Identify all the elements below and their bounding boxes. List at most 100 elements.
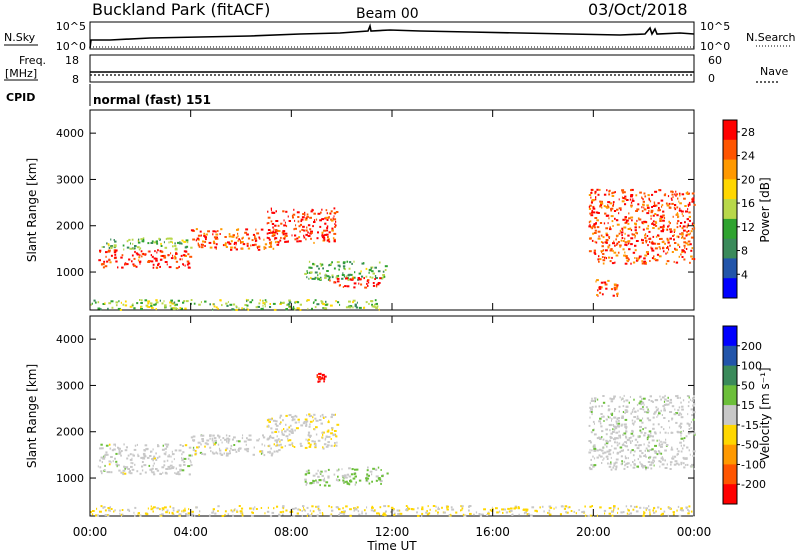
velocity-echo-cell	[505, 511, 508, 514]
power-echo-cell	[651, 206, 653, 208]
power-echo-cell	[186, 300, 189, 303]
velocity-echo-cell	[279, 440, 281, 443]
power-echo-cell	[595, 211, 599, 214]
velocity-echo-cell	[589, 448, 591, 451]
velocity-echo-cell	[331, 428, 334, 431]
velocity-echo-cell	[189, 459, 192, 462]
power-echo-cell	[353, 286, 356, 289]
power-echo-cell	[678, 192, 681, 195]
power-echo-cell	[344, 285, 347, 288]
velocity-echo-cell	[323, 375, 327, 378]
power-echo-cell	[347, 305, 350, 308]
power-echo-cell	[688, 192, 690, 195]
power-echo-cell	[280, 301, 282, 304]
power-echo-cell	[655, 221, 658, 224]
velocity-echo-cell	[690, 510, 693, 513]
velocity-echo-cell	[665, 438, 667, 441]
power-echo-cell	[105, 251, 108, 254]
power-echo-cell	[101, 263, 103, 266]
velocity-echo-cell	[530, 514, 533, 517]
velocity-echo-cell	[332, 433, 335, 436]
velocity-echo-cell	[599, 448, 602, 451]
velocity-echo-cell	[611, 414, 613, 416]
velocity-echo-cell	[342, 479, 345, 482]
velocity-echo-cell	[643, 455, 647, 457]
power-echo-cell	[364, 286, 368, 289]
velocity-echo-cell	[672, 455, 674, 458]
velocity-echo-cell	[661, 512, 664, 515]
velocity-echo-cell	[631, 419, 634, 422]
velocity-echo-cell	[358, 513, 361, 516]
velocity-echo-cell	[105, 451, 108, 454]
velocity-echo-cell	[108, 443, 111, 446]
velocity-echo-cell	[247, 438, 251, 441]
power-echo-cell	[135, 252, 139, 255]
velocity-echo-cell	[611, 510, 614, 513]
power-echo-cell	[101, 263, 105, 265]
velocity-echo-cell	[610, 398, 614, 401]
velocity-echo-cell	[609, 429, 611, 432]
velocity-echo-cell	[203, 453, 207, 456]
velocity-echo-cell	[201, 438, 204, 440]
power-echo-cell	[378, 308, 380, 311]
power-echo-cell	[230, 248, 233, 251]
velocity-echo-cell	[271, 431, 274, 434]
power-echo-cell	[324, 233, 327, 236]
time-axis-label: Time UT	[366, 539, 417, 553]
power-echo-cell	[652, 214, 655, 217]
power-echo-cell	[331, 261, 333, 264]
velocity-echo-cell	[608, 416, 610, 419]
power-echo-cell	[311, 208, 313, 211]
power-echo-cell	[134, 245, 137, 247]
velocity-echo-cell	[116, 465, 118, 468]
power-echo-cell	[627, 222, 630, 225]
nave-tick-top: 60	[708, 54, 722, 67]
power-echo-cell	[106, 260, 109, 263]
power-echo-cell	[164, 306, 166, 309]
power-echo-cell	[343, 267, 345, 270]
power-echo-cell	[154, 250, 156, 253]
power-echo-cell	[588, 194, 592, 196]
power-echo-cell	[249, 301, 252, 304]
velocity-echo-cell	[674, 460, 678, 463]
power-echo-cell	[333, 281, 335, 284]
velocity-echo-cell	[620, 511, 623, 514]
velocity-echo-cell	[639, 400, 643, 403]
power-echo-cell	[108, 247, 111, 249]
power-echo-cell	[673, 234, 675, 237]
velocity-echo-cell	[636, 403, 639, 406]
power-echo-cell	[294, 227, 297, 230]
velocity-echo-cell	[686, 422, 689, 425]
velocity-echo-cell	[501, 508, 504, 511]
velocity-echo-cell	[276, 435, 278, 438]
power-echo-cell	[111, 306, 114, 309]
velocity-echo-cell	[183, 461, 186, 463]
power-echo-cell	[657, 202, 660, 205]
power-echo-cell	[651, 242, 655, 245]
velocity-echo-cell	[113, 443, 116, 446]
power-echo-cell	[233, 243, 235, 245]
velocity-echo-cell	[589, 406, 592, 409]
velocity-echo-cell	[325, 481, 329, 484]
power-echo-cell	[619, 245, 622, 248]
power-echo-cell	[607, 256, 611, 259]
power-echo-cell	[156, 242, 159, 245]
velocity-echo-cell	[647, 449, 649, 452]
power-echo-cell	[672, 196, 674, 199]
power-echo-cell	[159, 238, 161, 241]
power-echo-cell	[243, 307, 245, 310]
velocity-echo-region	[190, 434, 281, 457]
power-echo-cell	[605, 241, 608, 244]
power-echo-cell	[195, 228, 198, 231]
power-echo-cell	[621, 234, 623, 237]
velocity-echo-cell	[356, 468, 359, 471]
power-echo-cell	[630, 194, 634, 196]
power-echo-cell	[688, 219, 691, 222]
velocity-echo-cell	[334, 443, 336, 446]
power-echo-cell	[317, 212, 321, 215]
power-echo-cell	[333, 218, 337, 221]
velocity-echo-region	[588, 394, 696, 471]
power-echo-cell	[164, 261, 168, 263]
power-echo-cell	[612, 242, 615, 245]
power-echo-cell	[173, 255, 176, 258]
